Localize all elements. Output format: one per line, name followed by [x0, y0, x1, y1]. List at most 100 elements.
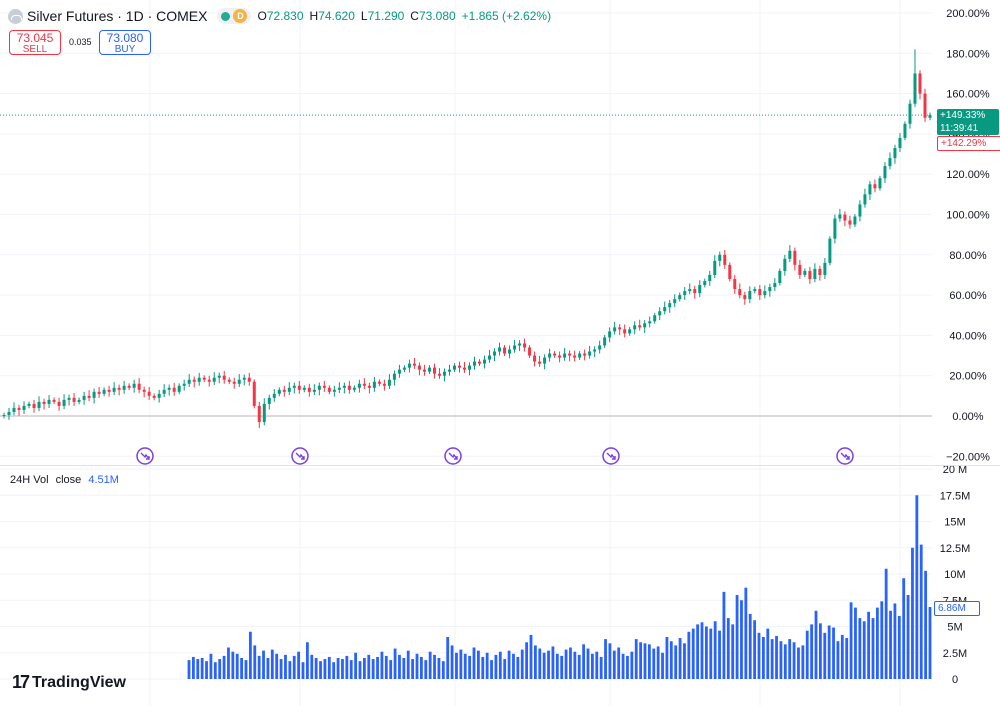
candle-body — [558, 355, 562, 358]
volume-bar — [314, 658, 318, 679]
candle-body — [518, 343, 522, 346]
bar-countdown-tag: 11:39:41 — [937, 122, 999, 135]
volume-legend[interactable]: 24H Vol close 4.51M — [10, 474, 119, 486]
candle-body — [628, 329, 632, 334]
dividend-event-icon[interactable] — [836, 447, 854, 465]
volume-bar — [512, 653, 515, 679]
candle-body — [52, 399, 56, 402]
volume-bar — [406, 650, 410, 679]
volume-bar — [744, 587, 748, 679]
volume-bar — [213, 662, 217, 679]
volume-bar — [305, 642, 309, 679]
volume-bar — [700, 622, 704, 679]
volume-bar — [367, 654, 371, 679]
dividend-event-icon[interactable] — [602, 447, 620, 465]
volume-bar — [696, 624, 700, 679]
volume-bar — [424, 660, 428, 679]
volume-bar — [818, 623, 822, 679]
volume-bar — [867, 611, 871, 679]
candle-body — [297, 385, 301, 390]
candle-body — [693, 289, 697, 294]
volume-bar — [266, 658, 270, 679]
candle-body — [548, 353, 552, 358]
volume-bar — [371, 659, 375, 679]
candle-body — [457, 365, 461, 368]
symbol-title[interactable]: Silver Futures · 1D · COMEX — [27, 8, 208, 24]
candle-body — [618, 327, 622, 330]
candle-body — [513, 345, 517, 350]
volume-bar — [490, 660, 493, 679]
volume-bar — [792, 642, 796, 679]
candle-body — [788, 250, 792, 259]
candle-body — [277, 389, 281, 394]
volume-bar — [893, 603, 897, 679]
volume-bar — [656, 646, 660, 679]
sell-button[interactable]: 73.045 SELL — [9, 30, 61, 55]
volume-bar — [481, 656, 485, 679]
candle-body — [598, 345, 602, 350]
volume-bar — [542, 652, 546, 679]
dividend-event-icon[interactable] — [136, 447, 154, 465]
candle-body — [883, 166, 887, 179]
candle-body — [753, 289, 757, 292]
candle-body — [197, 377, 201, 382]
volume-current-tag: 6.86M — [934, 601, 980, 616]
volume-bar — [301, 662, 305, 679]
volume-bar — [704, 626, 708, 679]
volume-bar — [450, 645, 454, 679]
volume-bar — [529, 634, 533, 679]
symbol-legend[interactable]: Silver Futures · 1D · COMEX D O72.830 H7… — [8, 6, 551, 26]
dividend-event-icon[interactable] — [444, 447, 462, 465]
candle-body — [688, 289, 692, 292]
candle-body — [342, 385, 346, 388]
candle-body — [127, 385, 131, 388]
volume-bar — [419, 656, 423, 679]
volume-bar — [823, 632, 827, 679]
volume-bar — [398, 654, 401, 679]
candle-body — [568, 353, 572, 356]
market-status[interactable]: D — [217, 8, 252, 24]
volume-bar — [854, 607, 857, 679]
candle-body — [863, 194, 867, 205]
candle-body — [362, 383, 366, 386]
candle-body — [808, 270, 812, 279]
buy-button[interactable]: 73.080 BUY — [99, 30, 151, 55]
candle-body — [397, 369, 401, 374]
volume-bar — [538, 648, 542, 679]
candle-body — [498, 347, 502, 352]
volume-bar — [415, 653, 419, 679]
spread-value: 0.035 — [69, 37, 92, 47]
candle-body — [152, 395, 156, 398]
candle-body — [87, 395, 91, 398]
candle-body — [17, 407, 21, 410]
volume-bar — [297, 651, 301, 679]
volume-bar — [494, 654, 498, 679]
volume-bar — [222, 655, 226, 679]
price-chart[interactable]: 200.00%180.00%160.00%140.00%120.00%100.0… — [0, 0, 1000, 466]
volume-bar — [345, 655, 349, 679]
candle-body — [713, 260, 717, 275]
volume-bar — [248, 631, 252, 679]
candle-body — [372, 381, 376, 388]
volume-bar — [753, 620, 757, 679]
candle-body — [858, 204, 862, 217]
candle-body — [92, 391, 96, 398]
candle-body — [493, 351, 497, 356]
candle-body — [563, 353, 567, 358]
dividend-event-icon[interactable] — [291, 447, 309, 465]
candle-body — [603, 337, 607, 346]
volume-bar — [437, 658, 441, 679]
volume-bar — [275, 653, 279, 679]
candle-body — [893, 148, 897, 159]
price-axis-tick: 60.00% — [949, 290, 987, 302]
volume-bar — [551, 646, 555, 679]
volume-bar — [740, 600, 743, 679]
volume-bar — [547, 650, 550, 679]
volume-value: 4.51M — [88, 474, 119, 486]
volume-bar — [849, 602, 853, 679]
volume-bar — [446, 637, 450, 679]
candle-body — [483, 359, 487, 364]
tradingview-logo[interactable]: 17 TradingView — [12, 672, 126, 693]
volume-bar — [253, 645, 257, 679]
